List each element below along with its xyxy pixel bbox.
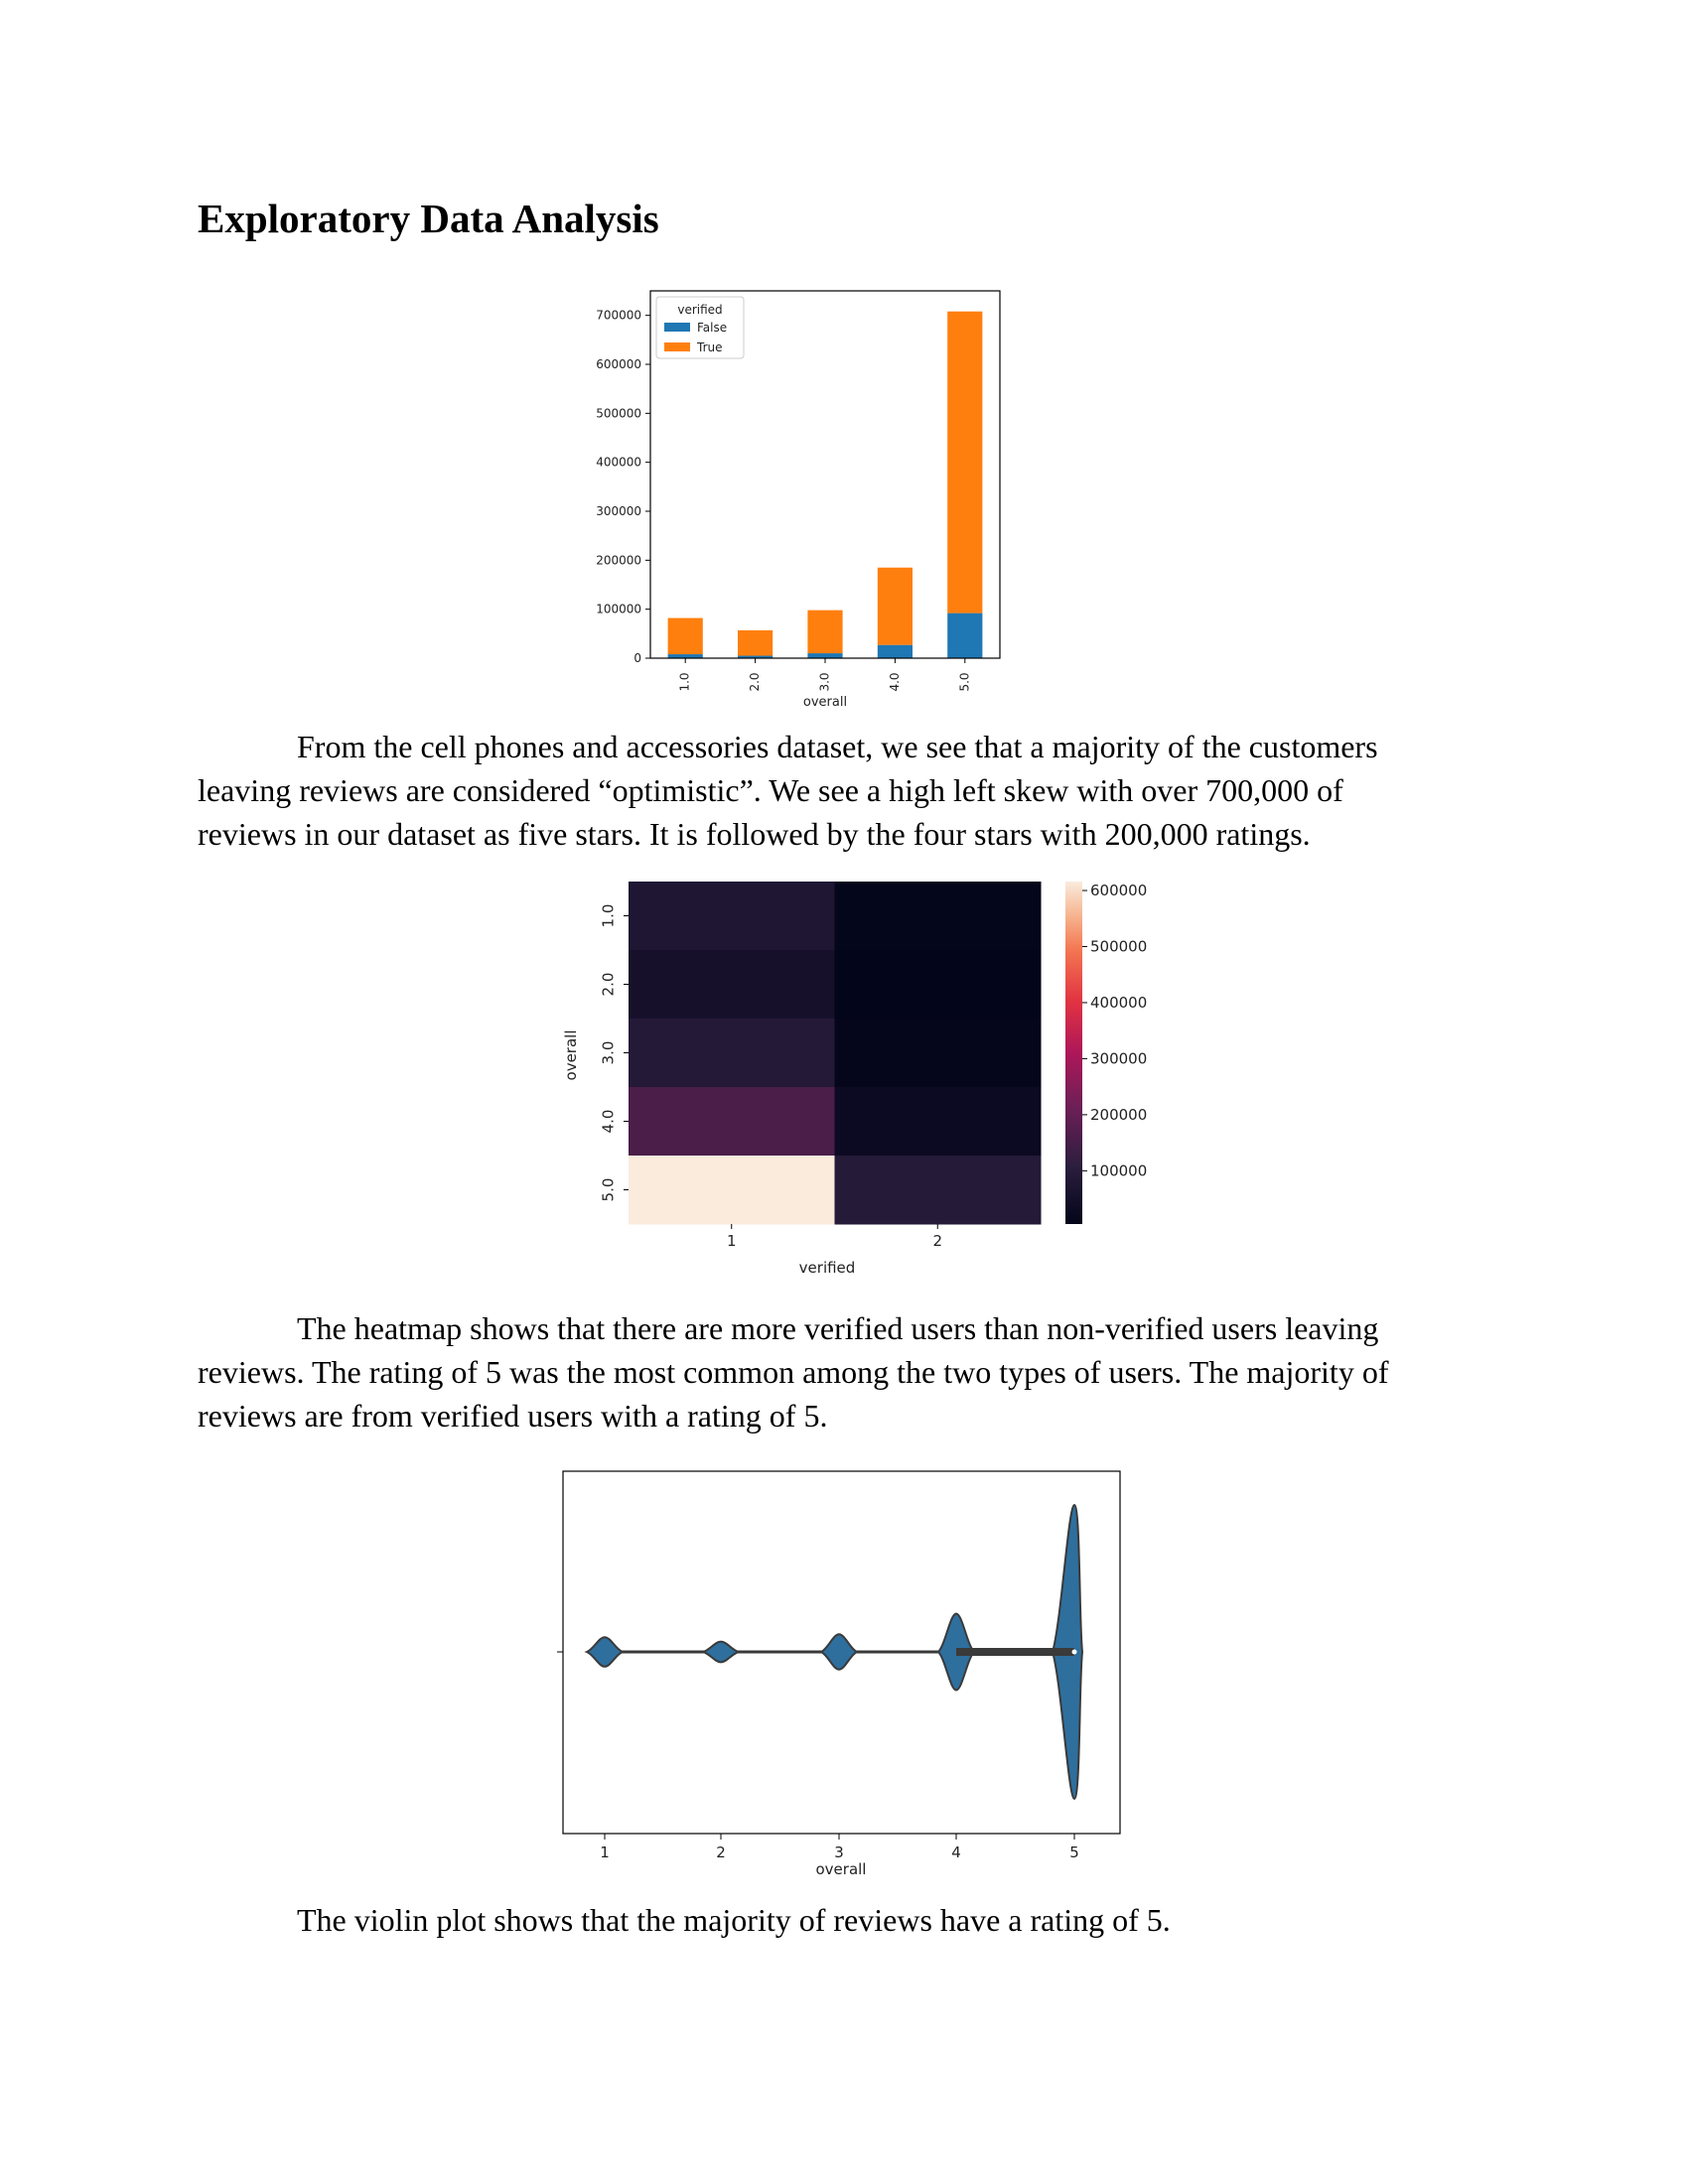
bar-legend: verified False True — [655, 296, 745, 359]
colorbar-tick-label: 300000 — [1090, 1049, 1147, 1067]
colorbar-tick-label: 100000 — [1090, 1161, 1147, 1179]
violin-shape-3 — [818, 1633, 860, 1671]
violin-x-tick-label: 5 — [1069, 1843, 1079, 1861]
page-heading: Exploratory Data Analysis — [198, 196, 659, 241]
bar-y-tick-label: 100000 — [596, 603, 641, 616]
heatmap-y-tick-label: 2.0 — [600, 973, 618, 997]
paragraph-line: The heatmap shows that there are more ve… — [297, 1310, 1379, 1346]
bar-true-4.0 — [877, 567, 913, 645]
heatmap-chart: 1.0 2.0 3.0 4.0 5.0 1 2 verified overall 6000… — [562, 882, 1147, 1277]
bar-legend-title: verified — [677, 303, 722, 317]
heatmap-cell-5.0-1 — [629, 1156, 835, 1225]
violin-plot: 1 2 3 4 5 overall — [557, 1470, 1121, 1878]
bar-legend-label-false: False — [697, 321, 727, 335]
heatmap-cell-2.0-1 — [629, 950, 835, 1020]
violin-median-dot — [1071, 1649, 1077, 1655]
bar-false-1.0 — [667, 654, 703, 658]
colorbar-tick-label: 200000 — [1090, 1106, 1147, 1124]
bar-y-tick-label: 0 — [633, 651, 641, 665]
paragraph-line: reviews are from verified users with a r… — [198, 1398, 828, 1433]
violin-x-tick-label: 4 — [951, 1843, 961, 1861]
bar-x-axis-label: overall — [803, 695, 847, 710]
bar-false-4.0 — [877, 644, 913, 658]
bar-x-tick-label: 3.0 — [818, 672, 832, 691]
bar-x-tick-label: 4.0 — [888, 672, 902, 691]
paragraph-line: The violin plot shows that the majority … — [297, 1902, 1171, 1938]
violin-shape-2 — [699, 1640, 743, 1664]
bar-legend-swatch-true — [664, 342, 690, 351]
heatmap-cell-4.0-2 — [834, 1087, 1042, 1157]
violin-shape-1 — [584, 1636, 626, 1668]
bar-false-5.0 — [947, 613, 983, 658]
bar-y-tick-label: 500000 — [596, 406, 641, 420]
heatmap-y-tick-label: 3.0 — [600, 1041, 618, 1065]
heatmap-cell-2.0-2 — [834, 950, 1042, 1020]
violin-x-tick-label: 3 — [834, 1843, 844, 1861]
bar-y-tick-label: 400000 — [596, 456, 641, 470]
heatmap-x-axis-label: verified — [799, 1259, 856, 1277]
heatmap-cell-4.0-1 — [629, 1087, 835, 1157]
heatmap-cell-5.0-2 — [834, 1156, 1042, 1225]
paragraph-heatmap: The heatmap shows that there are more ve… — [198, 1306, 1488, 1437]
stacked-bar-chart: 0 100000 200000 300000 400000 500000 600000 700… — [596, 290, 1001, 710]
bar-y-tick-label: 200000 — [596, 553, 641, 567]
bar-true-2.0 — [738, 629, 774, 656]
heatmap-cell-3.0-1 — [629, 1019, 835, 1088]
bar-true-1.0 — [667, 617, 703, 655]
bar-y-tick-label: 300000 — [596, 504, 641, 518]
heatmap-y-axis-label: overall — [562, 1030, 580, 1081]
heatmap-y-tick-label: 5.0 — [600, 1178, 618, 1202]
paragraph-line: reviews in our dataset as five stars. It… — [198, 816, 1311, 852]
bar-x-tick-label: 1.0 — [678, 672, 692, 691]
colorbar-tick-label: 600000 — [1090, 882, 1147, 899]
paragraph-bar-chart: From the cell phones and accessories dat… — [198, 725, 1488, 856]
bar-y-tick-label: 600000 — [596, 357, 641, 371]
violin-iqr-box — [956, 1648, 1074, 1656]
heatmap-y-tick-label: 4.0 — [600, 1110, 618, 1134]
bar-legend-swatch-false — [664, 323, 690, 332]
colorbar-tick-label: 500000 — [1090, 937, 1147, 955]
bar-y-tick-label: 700000 — [596, 309, 641, 323]
heatmap-x-tick-label: 1 — [727, 1232, 737, 1250]
heatmap-cell-3.0-2 — [834, 1019, 1042, 1088]
heatmap-y-tick-label: 1.0 — [600, 904, 618, 928]
bar-legend-label-true: True — [696, 341, 723, 354]
violin-x-tick-label: 2 — [716, 1843, 726, 1861]
violin-x-tick-label: 1 — [600, 1843, 610, 1861]
paragraph-line: reviews. The rating of 5 was the most co… — [198, 1354, 1389, 1390]
bar-true-3.0 — [807, 610, 843, 654]
heatmap-x-tick-label: 2 — [932, 1232, 942, 1250]
violin-x-axis-label: overall — [816, 1860, 867, 1878]
bar-x-tick-label: 5.0 — [957, 672, 971, 691]
paragraph-line: From the cell phones and accessories dat… — [297, 729, 1378, 764]
bar-false-3.0 — [807, 653, 843, 658]
paragraph-line: leaving reviews are considered “optimist… — [198, 772, 1343, 808]
bar-x-tick-label: 2.0 — [748, 672, 762, 691]
heatmap-cell-1.0-1 — [629, 882, 835, 951]
heatmap-cell-1.0-2 — [834, 882, 1042, 951]
bar-false-2.0 — [738, 655, 774, 658]
colorbar-tick-label: 400000 — [1090, 994, 1147, 1012]
bar-true-5.0 — [947, 311, 983, 614]
heatmap-colorbar — [1065, 882, 1082, 1224]
paragraph-violin: The violin plot shows that the majority … — [198, 1898, 1488, 1942]
